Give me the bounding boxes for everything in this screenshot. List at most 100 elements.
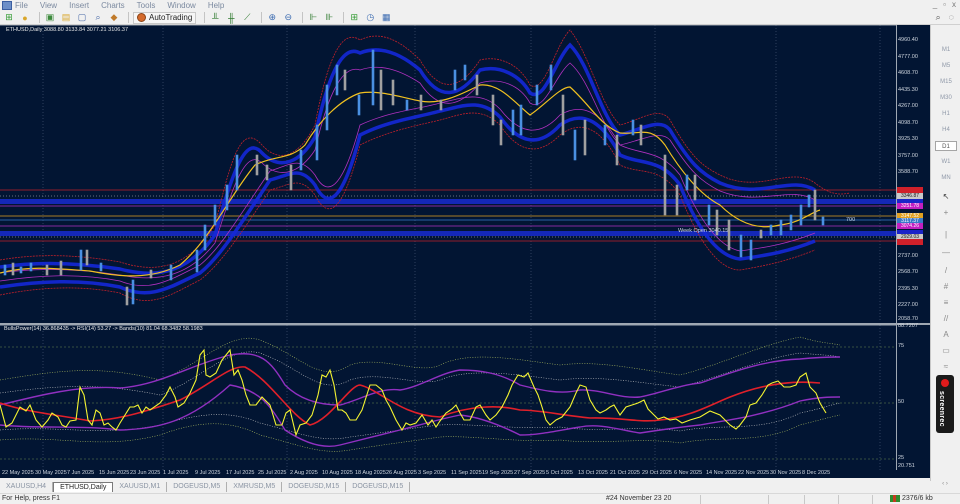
time-label: 26 Aug 2025 xyxy=(386,470,417,476)
profiles-icon[interactable]: ● xyxy=(22,12,28,23)
channels-icon[interactable]: ≡ xyxy=(943,298,949,307)
equidistant-channel-icon[interactable]: // xyxy=(943,314,949,323)
right-annotation: 700 xyxy=(846,217,855,223)
chart-shift-icon[interactable]: ⊪ xyxy=(325,12,334,22)
status-separator xyxy=(838,495,839,504)
week-open-annotation: Week Open 3040.15 xyxy=(678,228,728,234)
time-label: 2 Aug 2025 xyxy=(290,470,318,476)
periods-icon[interactable]: ◷ xyxy=(366,12,375,22)
label-icon[interactable]: ▭ xyxy=(942,346,950,355)
close-button[interactable]: x xyxy=(952,0,956,9)
price-chart-canvas: Week Open 3040.15 700 xyxy=(0,25,896,322)
navigator-icon[interactable]: ▤ xyxy=(61,12,71,22)
time-label: 5 Oct 2025 xyxy=(546,470,573,476)
menu-view[interactable]: View xyxy=(39,1,58,10)
bar-chart-icon[interactable]: ╨ xyxy=(212,12,219,23)
menu-tools[interactable]: Tools xyxy=(136,1,156,10)
tab-xmrusd-m5[interactable]: XMRUSD,M5 xyxy=(227,482,283,492)
menu-help[interactable]: Help xyxy=(207,1,225,10)
tab-dogeusd-m15-2[interactable]: DOGEUSD,M15 xyxy=(346,482,411,492)
chart-title: ETHUSD,Daily 3088.80 3133.84 3077.21 310… xyxy=(6,27,128,33)
price-chart[interactable]: Week Open 3040.15 700 ETHUSD,Daily 3088.… xyxy=(0,25,930,322)
tab-xauusd-h4[interactable]: XAUUSD,H4 xyxy=(0,482,54,492)
timeframe-w1[interactable]: W1 xyxy=(941,159,951,165)
timeframe-m30[interactable]: M30 xyxy=(940,95,952,101)
minimize-button[interactable]: _ xyxy=(932,0,938,9)
connection-status[interactable]: 2376/6 kb xyxy=(890,495,933,502)
time-axis[interactable]: 22 May 2025 30 May 2025 7 Jun 2025 15 Ju… xyxy=(0,470,930,478)
chat-icon[interactable]: ◌ xyxy=(948,12,954,22)
indicators-icon[interactable]: ⊞ xyxy=(350,12,359,22)
market-watch-icon[interactable]: ▣ xyxy=(45,12,55,22)
timeframe-m1[interactable]: M1 xyxy=(941,47,951,53)
search-icon[interactable]: ⌕ xyxy=(935,12,941,22)
indicator-scale-top: 88.7207 xyxy=(898,323,918,329)
new-order-icon[interactable]: ⊞ xyxy=(5,12,13,22)
tab-xauusd-m1[interactable]: XAUUSD,M1 xyxy=(113,482,168,492)
autotrading-label: AutoTrading xyxy=(149,13,193,22)
fibonacci-icon[interactable]: # xyxy=(943,282,949,291)
time-label: 25 Jul 2025 xyxy=(258,470,287,476)
price-tick: 4098.70 xyxy=(898,120,918,126)
screenrec-widget[interactable]: screenrec xyxy=(936,375,954,433)
candlestick-icon[interactable]: ╫ xyxy=(228,12,235,23)
time-label: 1 Jul 2025 xyxy=(163,470,189,476)
timeframe-h4[interactable]: H4 xyxy=(942,127,950,133)
tab-ethusd-daily[interactable]: ETHUSD,Daily xyxy=(53,482,114,492)
restore-button[interactable]: ▫ xyxy=(943,0,946,9)
menu-window[interactable]: Window xyxy=(167,1,196,10)
horizontal-line-icon[interactable]: — xyxy=(942,248,950,257)
level-tag xyxy=(897,199,923,205)
timeframe-m15[interactable]: M15 xyxy=(940,79,952,85)
price-tick: 4267.00 xyxy=(898,103,918,109)
price-tick: 4435.30 xyxy=(898,87,918,93)
chart-ohlc: 3088.80 3133.84 3077.21 3106.37 xyxy=(43,27,129,33)
tab-dogeusd-m5[interactable]: DOGEUSD,M5 xyxy=(167,482,228,492)
autotrading-button[interactable]: AutoTrading xyxy=(133,11,197,24)
tab-dogeusd-m15[interactable]: DOGEUSD,M15 xyxy=(282,482,347,492)
terminal-icon[interactable]: ▢ xyxy=(77,12,87,22)
price-tick: 4960.40 xyxy=(898,37,918,43)
strategy-tester-icon[interactable]: ⌕ xyxy=(95,12,101,22)
line-chart-icon[interactable]: ⟋ xyxy=(244,12,251,22)
menu-charts[interactable]: Charts xyxy=(101,1,125,10)
trendline-icon[interactable]: / xyxy=(944,266,948,275)
menu-file[interactable]: File xyxy=(15,1,28,10)
time-label: 7 Jun 2025 xyxy=(67,470,95,476)
price-tick: 2227.00 xyxy=(898,302,918,308)
time-label: 18 Aug 2025 xyxy=(355,470,386,476)
vertical-line-icon[interactable]: | xyxy=(944,230,948,239)
time-label: 22 May 2025 xyxy=(2,470,34,476)
timeframe-d1[interactable]: D1 xyxy=(935,141,957,151)
cursor-icon[interactable]: ↖ xyxy=(942,192,950,201)
time-label: 27 Sep 2025 xyxy=(514,470,546,476)
menu-insert[interactable]: Insert xyxy=(69,1,90,10)
timeframe-mn[interactable]: MN xyxy=(941,175,951,181)
time-label: 30 Nov 2025 xyxy=(770,470,802,476)
timeframe-h1[interactable]: H1 xyxy=(942,111,950,117)
indicator-tick: 75 xyxy=(898,343,905,349)
chart-window[interactable]: Week Open 3040.15 700 ETHUSD,Daily 3088.… xyxy=(0,25,930,470)
time-label: 23 Jun 2025 xyxy=(130,470,161,476)
zoom-in-icon[interactable]: ⊕ xyxy=(268,12,277,22)
price-axis[interactable]: 4960.40 4777.00 4608.70 4435.30 4267.00 … xyxy=(896,25,930,470)
time-label: 29 Oct 2025 xyxy=(642,470,672,476)
options-icon[interactable]: ◆ xyxy=(110,12,118,22)
price-tick: 2568.70 xyxy=(898,269,918,275)
tab-scroll-arrows[interactable]: ‹ › xyxy=(942,481,948,487)
zoom-out-icon[interactable]: ⊖ xyxy=(284,12,293,22)
templates-icon[interactable]: ▦ xyxy=(382,12,391,22)
status-separator xyxy=(804,495,805,504)
timeframe-m5[interactable]: M5 xyxy=(941,63,951,69)
status-bar: For Help, press F1 #24 November 23 20 23… xyxy=(0,493,960,504)
text-icon[interactable]: A xyxy=(943,330,949,339)
level-tag: 3117.37 xyxy=(897,218,923,224)
toolbar-separator xyxy=(343,12,345,23)
price-tick: 2058.70 xyxy=(898,316,918,322)
shapes-icon[interactable]: ≈ xyxy=(943,362,949,371)
crosshair-icon[interactable]: + xyxy=(943,208,949,217)
autoscroll-icon[interactable]: ⊩ xyxy=(309,12,318,22)
time-label: 9 Jul 2025 xyxy=(195,470,221,476)
chart-symbol: ETHUSD,Daily xyxy=(6,27,43,33)
indicator-chart[interactable]: BullsPower(14) 36.868435 -> RSI(14) 53.2… xyxy=(0,323,930,470)
